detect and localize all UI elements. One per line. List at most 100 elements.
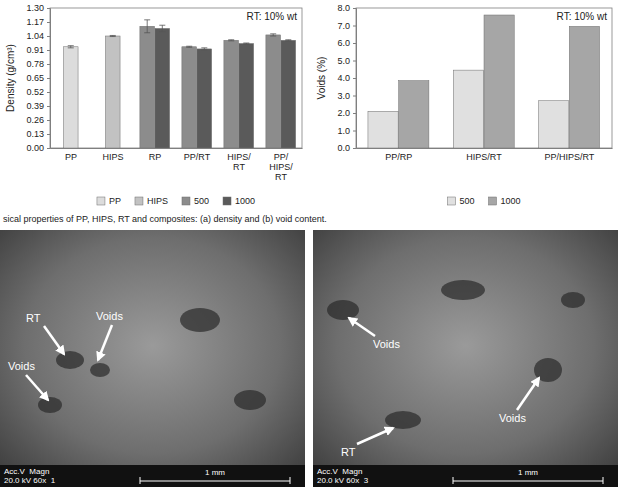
y-tick: 1.04 (26, 31, 50, 41)
y-tick-mark (47, 22, 50, 23)
error-bar-cap (201, 50, 207, 51)
error-bar-cap (110, 35, 116, 36)
error-bar-cap (270, 36, 276, 37)
error-bar-cap (285, 40, 291, 41)
legend-label: 500 (194, 196, 209, 206)
y-tick: 0.26 (26, 115, 50, 125)
y-tick-mark (47, 36, 50, 37)
scale-bar-end (453, 477, 454, 484)
figure: 0.000.130.260.390.520.650.780.911.041.17… (0, 0, 618, 487)
micrograph-texture (38, 397, 62, 413)
bar (140, 26, 155, 148)
error-bar (110, 35, 116, 36)
y-tick: 0.0 (337, 143, 356, 153)
y-tick: 0.00 (26, 143, 50, 153)
error-bar-stem (162, 25, 163, 31)
y-tick-mark (353, 61, 356, 62)
error-bar (228, 40, 234, 41)
y-tick-label: 1.17 (26, 17, 44, 27)
micrograph-texture (385, 411, 421, 429)
x-tick: HIPS/RT (227, 148, 251, 172)
legend-item: 500 (182, 196, 209, 206)
bar (453, 70, 483, 148)
y-tick-mark (47, 78, 50, 79)
bar (155, 28, 170, 148)
y-tick-label: 4.0 (337, 73, 350, 83)
micrograph-texture (561, 292, 585, 308)
y-tick-label: 0.00 (26, 143, 44, 153)
y-axis-line (353, 9, 357, 149)
info-bar (313, 465, 618, 487)
micrograph-texture (441, 280, 485, 300)
micrograph-label: Voids (373, 338, 400, 350)
micrograph-label: Voids (499, 412, 526, 424)
error-bar-cap (285, 39, 291, 40)
bar (182, 47, 197, 148)
legend-item: 1000 (223, 196, 255, 206)
error-bar-stem (147, 20, 148, 33)
micrograph-texture (90, 363, 110, 377)
error-bar-cap (110, 36, 116, 37)
y-axis-title: Density (g/cm³) (5, 44, 16, 112)
y-tick-mark (353, 148, 356, 149)
error-bar-cap (144, 19, 150, 20)
x-tick: RP (149, 148, 162, 162)
bar (105, 36, 120, 148)
error-bar (159, 25, 165, 31)
y-tick-label: 2.0 (337, 108, 350, 118)
y-axis-title: Voids (%) (316, 57, 327, 100)
y-tick: 2.0 (337, 108, 356, 118)
bar (569, 26, 599, 148)
error-bar-cap (270, 33, 276, 34)
y-tick-mark (353, 131, 356, 132)
y-tick-label: 0.13 (26, 129, 44, 139)
caption: sical properties of PP, HIPS, RT and com… (3, 214, 327, 224)
legend-item: PP (97, 196, 121, 206)
y-tick-mark (47, 106, 50, 107)
micrograph-image (313, 230, 618, 487)
y-tick-mark (47, 8, 50, 9)
plot-frame (50, 8, 302, 148)
error-bar-cap (159, 31, 165, 32)
y-tick: 4.0 (337, 73, 356, 83)
error-bar-cap (228, 40, 234, 41)
bar (266, 35, 281, 148)
bar (224, 40, 239, 148)
legend-swatch (447, 197, 455, 205)
x-axis-line (51, 148, 303, 149)
legend-item: HIPS (135, 196, 168, 206)
x-tick: PP (65, 148, 77, 162)
y-tick-label: 0.91 (26, 45, 44, 55)
info-text: 20.0 kV 60x 3 (317, 476, 369, 485)
info-text: Acc.V Magn (317, 467, 362, 476)
error-bar (186, 46, 192, 47)
legend-item: 500 (447, 196, 474, 206)
y-tick: 0.52 (26, 87, 50, 97)
micrograph-label: RT (341, 446, 356, 458)
y-tick-label: 1.04 (26, 31, 44, 41)
legend-label: HIPS (147, 196, 168, 206)
figure-svg: 0.000.130.260.390.520.650.780.911.041.17… (0, 0, 618, 487)
error-bar-cap (68, 47, 74, 48)
error-bar (285, 40, 291, 41)
legend-swatch (223, 197, 231, 205)
y-tick-mark (47, 120, 50, 121)
y-tick-mark (353, 113, 356, 114)
arrow (517, 378, 539, 410)
y-tick: 6.0 (337, 38, 356, 48)
y-tick: 0.91 (26, 45, 50, 55)
x-tick-label: HIPS/RT (466, 152, 502, 162)
y-axis: 0.000.130.260.390.520.650.780.911.041.17… (26, 3, 50, 153)
info-text: Acc.V Magn (4, 467, 49, 476)
legend-item: 1000 (489, 196, 521, 206)
x-tick-label: HIPS (102, 152, 123, 162)
scale-bar-end (603, 477, 604, 484)
scale-bar-end (140, 477, 141, 484)
bar (539, 101, 569, 148)
error-bar-cap (186, 46, 192, 47)
y-tick-mark (353, 8, 356, 9)
y-tick-mark (47, 50, 50, 51)
error-bar-cap (243, 44, 249, 45)
annotation: RT: 10% wt (557, 11, 608, 22)
micrograph: VoidsVoidsRTAcc.V Magn20.0 kV 60x 31 mm (313, 230, 618, 487)
